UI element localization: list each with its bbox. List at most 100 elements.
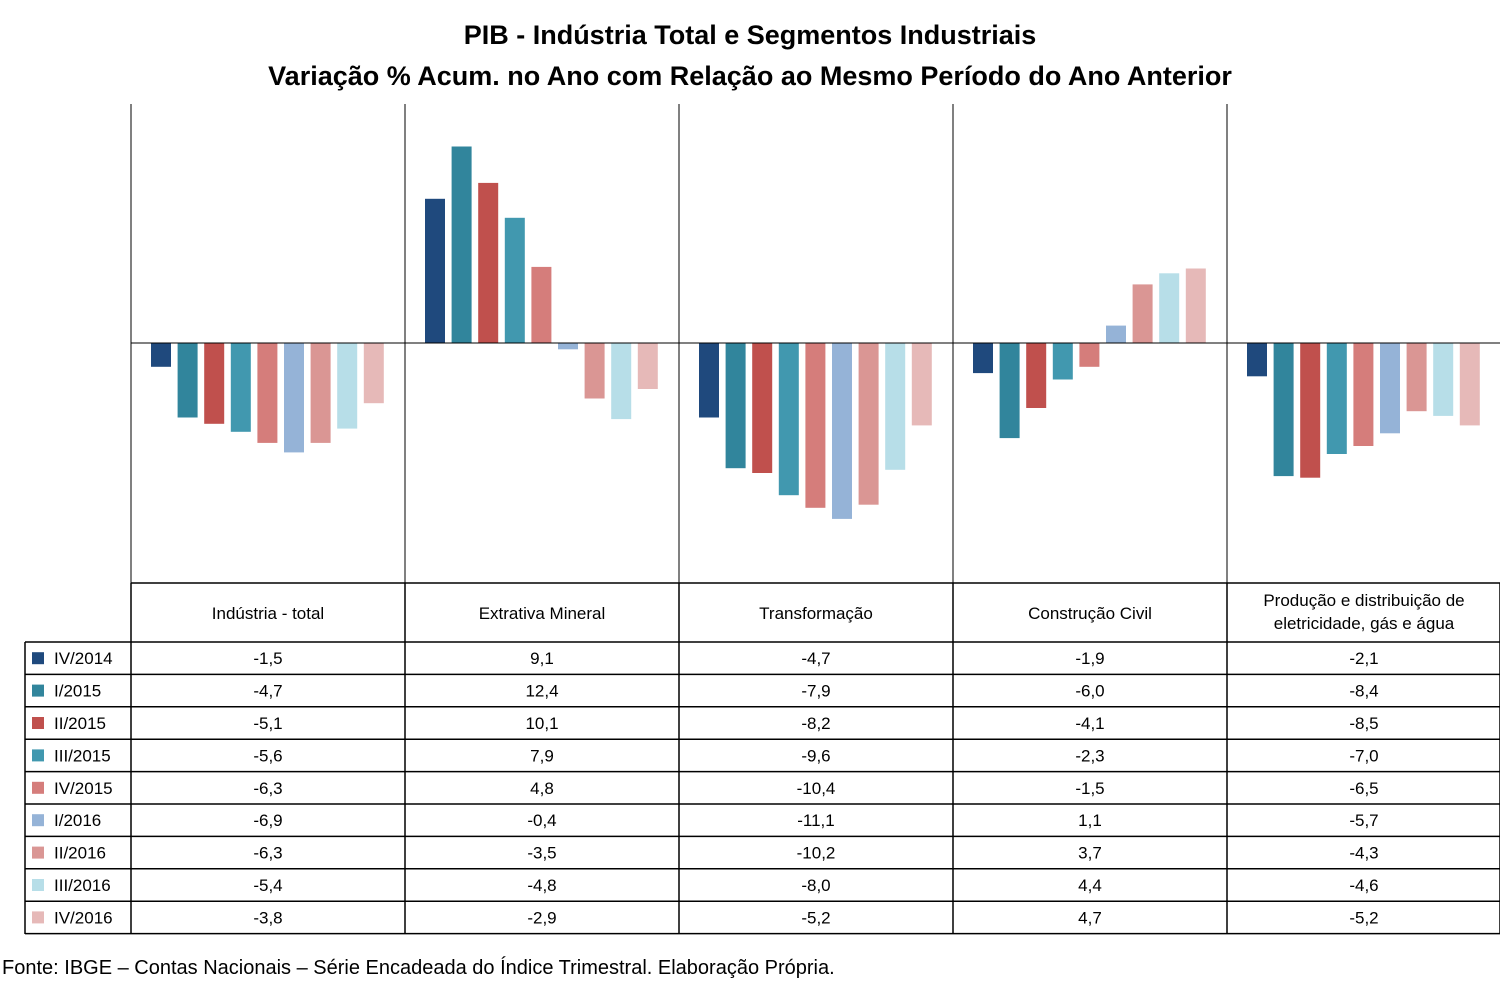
data-label: -4,1 [1075, 714, 1104, 733]
bar [1406, 343, 1427, 412]
data-label: 7,9 [530, 746, 554, 765]
legend-label: II/2016 [54, 844, 106, 863]
bar [1132, 284, 1153, 343]
bar [858, 343, 879, 505]
category-label: Indústria - total [212, 604, 324, 623]
bar [1106, 325, 1126, 343]
bar [177, 343, 198, 418]
bar [973, 343, 993, 374]
data-label: -4,3 [1349, 844, 1378, 863]
bar [257, 343, 278, 443]
bar [478, 182, 499, 343]
data-label: -9,6 [801, 746, 830, 765]
bar [204, 343, 225, 424]
bar [999, 343, 1020, 439]
data-label: -5,1 [253, 714, 282, 733]
data-label: -5,2 [801, 908, 830, 927]
bar [885, 343, 906, 470]
data-label: -8,2 [801, 714, 830, 733]
bar [699, 343, 719, 418]
bar [637, 343, 658, 389]
legend-label: I/2016 [54, 811, 101, 830]
data-label: -8,5 [1349, 714, 1378, 733]
legend-swatch [32, 814, 44, 827]
bar [1079, 343, 1100, 367]
bar [1159, 273, 1180, 343]
bar [1026, 343, 1047, 408]
data-label: -5,6 [253, 746, 282, 765]
data-label: -3,5 [527, 844, 556, 863]
legend-swatch [32, 717, 44, 729]
data-label: -5,2 [1349, 908, 1378, 927]
data-label: -4,7 [253, 682, 282, 701]
data-label: 4,8 [530, 779, 554, 798]
data-label: 12,4 [525, 682, 558, 701]
bar [451, 146, 472, 343]
data-label: 1,1 [1078, 811, 1102, 830]
bar [1300, 343, 1321, 478]
source-footer: Fonte: IBGE – Contas Nacionais – Série E… [2, 957, 835, 979]
bar [151, 343, 171, 367]
bar [504, 217, 525, 343]
bar [1353, 343, 1374, 446]
legend-label: I/2015 [54, 682, 101, 701]
bar [1185, 268, 1206, 343]
bar [284, 343, 304, 453]
bar [531, 266, 552, 343]
bar [310, 343, 331, 443]
legend-label: III/2016 [54, 876, 111, 895]
data-label: -6,3 [253, 844, 282, 863]
category-label: Transformação [759, 604, 873, 623]
chart-title: PIB - Indústria Total e Segmentos Indust… [463, 20, 1037, 50]
bar [1459, 343, 1480, 426]
data-label: -0,4 [527, 811, 556, 830]
data-label: -7,9 [801, 682, 830, 701]
bar [725, 343, 746, 469]
bar [558, 343, 578, 350]
data-label: -11,1 [797, 811, 835, 830]
data-label: -2,3 [1075, 746, 1104, 765]
category-label: Construção Civil [1028, 604, 1152, 623]
chart-subtitle: Variação % Acum. no Ano com Relação ao M… [268, 61, 1232, 91]
data-label: -5,4 [253, 876, 282, 895]
category-label: Produção e distribuição de eletricidade, … [1263, 591, 1464, 633]
bar [1273, 343, 1294, 477]
data-label: -2,9 [527, 908, 556, 927]
legend-swatch [32, 781, 44, 794]
legend-label: IV/2014 [54, 649, 113, 668]
bar [805, 343, 826, 508]
data-label: 3,7 [1078, 844, 1102, 863]
legend-swatch [32, 652, 44, 665]
data-label: -5,7 [1349, 811, 1378, 830]
data-label: -4,6 [1349, 876, 1378, 895]
data-label: -2,1 [1349, 649, 1378, 668]
data-label: 9,1 [530, 649, 554, 668]
legend-swatch [32, 911, 44, 924]
legend-swatch [32, 846, 44, 859]
bar [1052, 343, 1073, 380]
data-label: -1,5 [253, 649, 282, 668]
legend-label: III/2015 [54, 746, 111, 765]
legend-swatch [32, 879, 44, 891]
data-label: -4,7 [801, 649, 830, 668]
data-label: 4,4 [1078, 876, 1102, 895]
data-label: -7,0 [1349, 746, 1378, 765]
data-label: -4,8 [527, 876, 556, 895]
bar [1326, 343, 1347, 454]
data-label: -1,9 [1075, 649, 1104, 668]
data-label: -10,4 [797, 779, 836, 798]
data-label: -6,9 [253, 811, 282, 830]
bar [1247, 343, 1267, 377]
legend-label: II/2015 [54, 714, 106, 733]
bar [778, 343, 799, 496]
data-label: -8,0 [801, 876, 830, 895]
data-label: -1,5 [1075, 779, 1104, 798]
bar [425, 198, 445, 343]
bar [230, 343, 251, 432]
bar [1380, 343, 1400, 434]
legend-label: IV/2015 [54, 779, 113, 798]
bar [1433, 343, 1454, 416]
legend-label: IV/2016 [54, 908, 113, 927]
bar [363, 343, 384, 404]
